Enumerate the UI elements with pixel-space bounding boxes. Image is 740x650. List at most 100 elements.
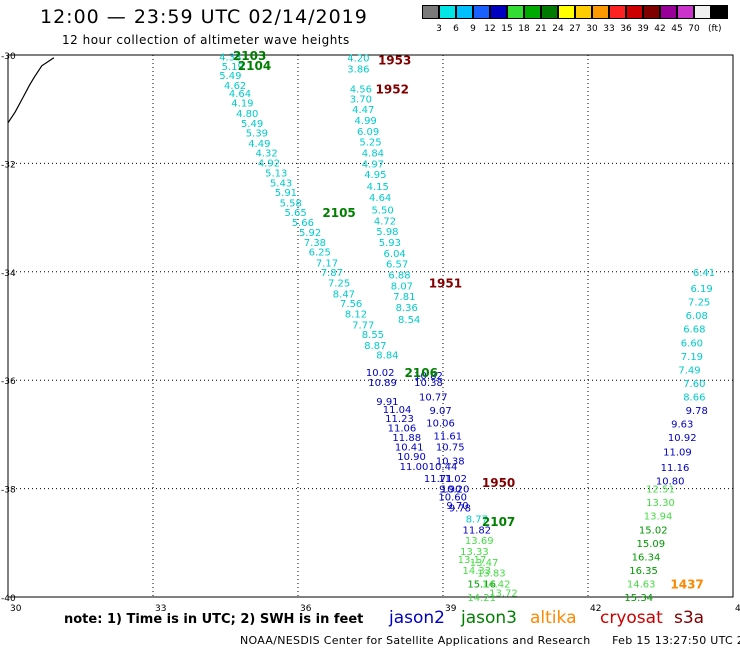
swh-value-jason2: 9.78 [449, 504, 471, 515]
swh-value-s3a: 7.81 [393, 292, 415, 303]
swh-value-jason3: 13.69 [465, 536, 494, 547]
swh-value-s3a: 5.19 [222, 62, 244, 73]
legend-swatch [422, 5, 439, 19]
legend-swatch [694, 5, 711, 19]
swh-value-jason2: 10.89 [368, 378, 397, 389]
orbit-pass-label: 2103 [233, 49, 266, 63]
swh-value-s3a: 7.87 [321, 268, 343, 279]
swh-value-s3a: 8.47 [333, 289, 355, 300]
legend-swatch [660, 5, 677, 19]
swh-value-s3a: 4.95 [364, 170, 386, 181]
swh-value-jason2: 11.61 [434, 431, 463, 442]
swh-value-s3a: 5.92 [299, 228, 321, 239]
legend-swatch [677, 5, 694, 19]
legend-label: 18 [518, 24, 530, 34]
swh-value-jason3: 13.47 [470, 558, 499, 569]
legend-swatch [473, 5, 490, 19]
orbit-pass-label: 1437 [670, 577, 703, 591]
swh-value-s3a: 6.19 [690, 284, 712, 295]
legend-label: 24 [552, 24, 564, 34]
swh-value-jason2: 10.02 [366, 368, 395, 379]
swh-value-s3a: 6.60 [681, 338, 703, 349]
swh-value-s3a: 3.86 [347, 65, 369, 76]
swh-value-s3a: 4.92 [258, 158, 280, 169]
swh-value-s3a: 5.49 [241, 119, 263, 130]
swh-value-s3a: 5.13 [265, 169, 287, 180]
y-tick-label: -36 [1, 377, 16, 387]
y-tick-label: -30 [1, 52, 16, 62]
swh-value-s3a: 3.70 [350, 94, 372, 105]
swh-value-s3a: 7.17 [316, 259, 338, 270]
orbit-pass-label: 1951 [429, 277, 462, 291]
swh-value-jason2: 9.78 [686, 406, 708, 417]
legend-label: 36 [620, 24, 632, 34]
swh-value-s3a: 5.43 [270, 178, 292, 189]
swh-value-s3a: 4.19 [231, 99, 253, 110]
legend-swatch [507, 5, 524, 19]
orbit-pass-label: 2106 [405, 366, 438, 380]
swh-value-s3a: 7.49 [678, 365, 700, 376]
legend-swatch [456, 5, 473, 19]
x-tick-label: 39 [445, 604, 457, 614]
orbit-pass-label: 1953 [378, 53, 411, 67]
footer-timestamp: Feb 15 13:27:50 UTC 2019 [612, 634, 740, 647]
swh-value-s3a: 4.32 [255, 149, 277, 160]
swh-value-s3a: 4.64 [229, 89, 251, 100]
swh-value-jason3: 16.35 [629, 566, 658, 577]
swh-value-s3a: 6.09 [357, 127, 379, 138]
swh-value-jason2: 10.38 [414, 378, 443, 389]
swh-value-s3a: 6.25 [309, 248, 331, 259]
satellite-label-jason3: jason3 [461, 608, 517, 628]
swh-value-jason2: 10.75 [436, 442, 465, 453]
swh-value-jason2: 11.02 [438, 474, 467, 485]
swh-value-jason2: 9.07 [429, 406, 451, 417]
swh-value-s3a: 5.93 [379, 238, 401, 249]
swh-value-jason2: 8.77 [466, 514, 488, 525]
swh-value-s3a: 8.12 [345, 310, 367, 321]
legend-swatch [524, 5, 541, 19]
legend-label: 42 [654, 24, 666, 34]
legend-swatch [558, 5, 575, 19]
swh-value-s3a: 5.50 [371, 205, 393, 216]
swh-value-s3a: 5.66 [292, 218, 314, 229]
x-tick-label: 45 [735, 604, 740, 614]
footer-organization: NOAA/NESDIS Center for Satellite Applica… [240, 634, 591, 647]
swh-value-jason3: 14.33 [463, 566, 492, 577]
legend-swatch [541, 5, 558, 19]
swh-value-jason3: 14.63 [627, 579, 656, 590]
swh-value-jason2: 10.82 [414, 371, 443, 382]
legend-swatch [626, 5, 643, 19]
orbit-pass-label: 2107 [482, 515, 515, 529]
swh-value-s3a: 4.99 [355, 116, 377, 127]
legend-swatch [609, 5, 626, 19]
swh-value-jason2: 7.60 [683, 379, 705, 390]
swh-value-jason3: 13.33 [460, 547, 489, 558]
swh-value-s3a: 8.87 [364, 341, 386, 352]
swh-value-s3a: 6.08 [686, 311, 708, 322]
coastline [7, 57, 55, 124]
swh-value-jason3: 12.51 [646, 485, 675, 496]
swh-value-s3a: 7.77 [352, 320, 374, 331]
legend-swatch [643, 5, 660, 19]
swh-value-jason2: 10.90 [397, 452, 426, 463]
swh-value-s3a: 8.54 [398, 315, 420, 326]
swh-value-s3a: 4.15 [367, 182, 389, 193]
swh-value-s3a: 4.20 [347, 54, 369, 65]
swh-value-jason3: 13.17 [458, 555, 487, 566]
legend-label: 33 [603, 24, 615, 34]
swh-value-s3a: 4.49 [248, 139, 270, 150]
orbit-pass-label: 2104 [238, 59, 271, 73]
swh-value-s3a: 6.04 [384, 249, 406, 260]
swh-value-jason3: 15.02 [639, 525, 668, 536]
legend-swatch [439, 5, 456, 19]
swh-value-s3a: 5.98 [376, 227, 398, 238]
swh-value-jason2: 11.71 [424, 474, 453, 485]
note-text: note: 1) Time is in UTC; 2) SWH is in fe… [64, 612, 364, 627]
swh-value-s3a: 7.56 [340, 299, 362, 310]
swh-value-jason2: 10.44 [429, 462, 458, 473]
swh-value-jason2: 9.91 [376, 397, 398, 408]
swh-value-s3a: 4.84 [362, 149, 384, 160]
map-title: 12:00 — 23:59 UTC 02/14/2019 [40, 6, 368, 28]
legend-label: 39 [637, 24, 649, 34]
swh-value-s3a: 4.97 [362, 159, 384, 170]
